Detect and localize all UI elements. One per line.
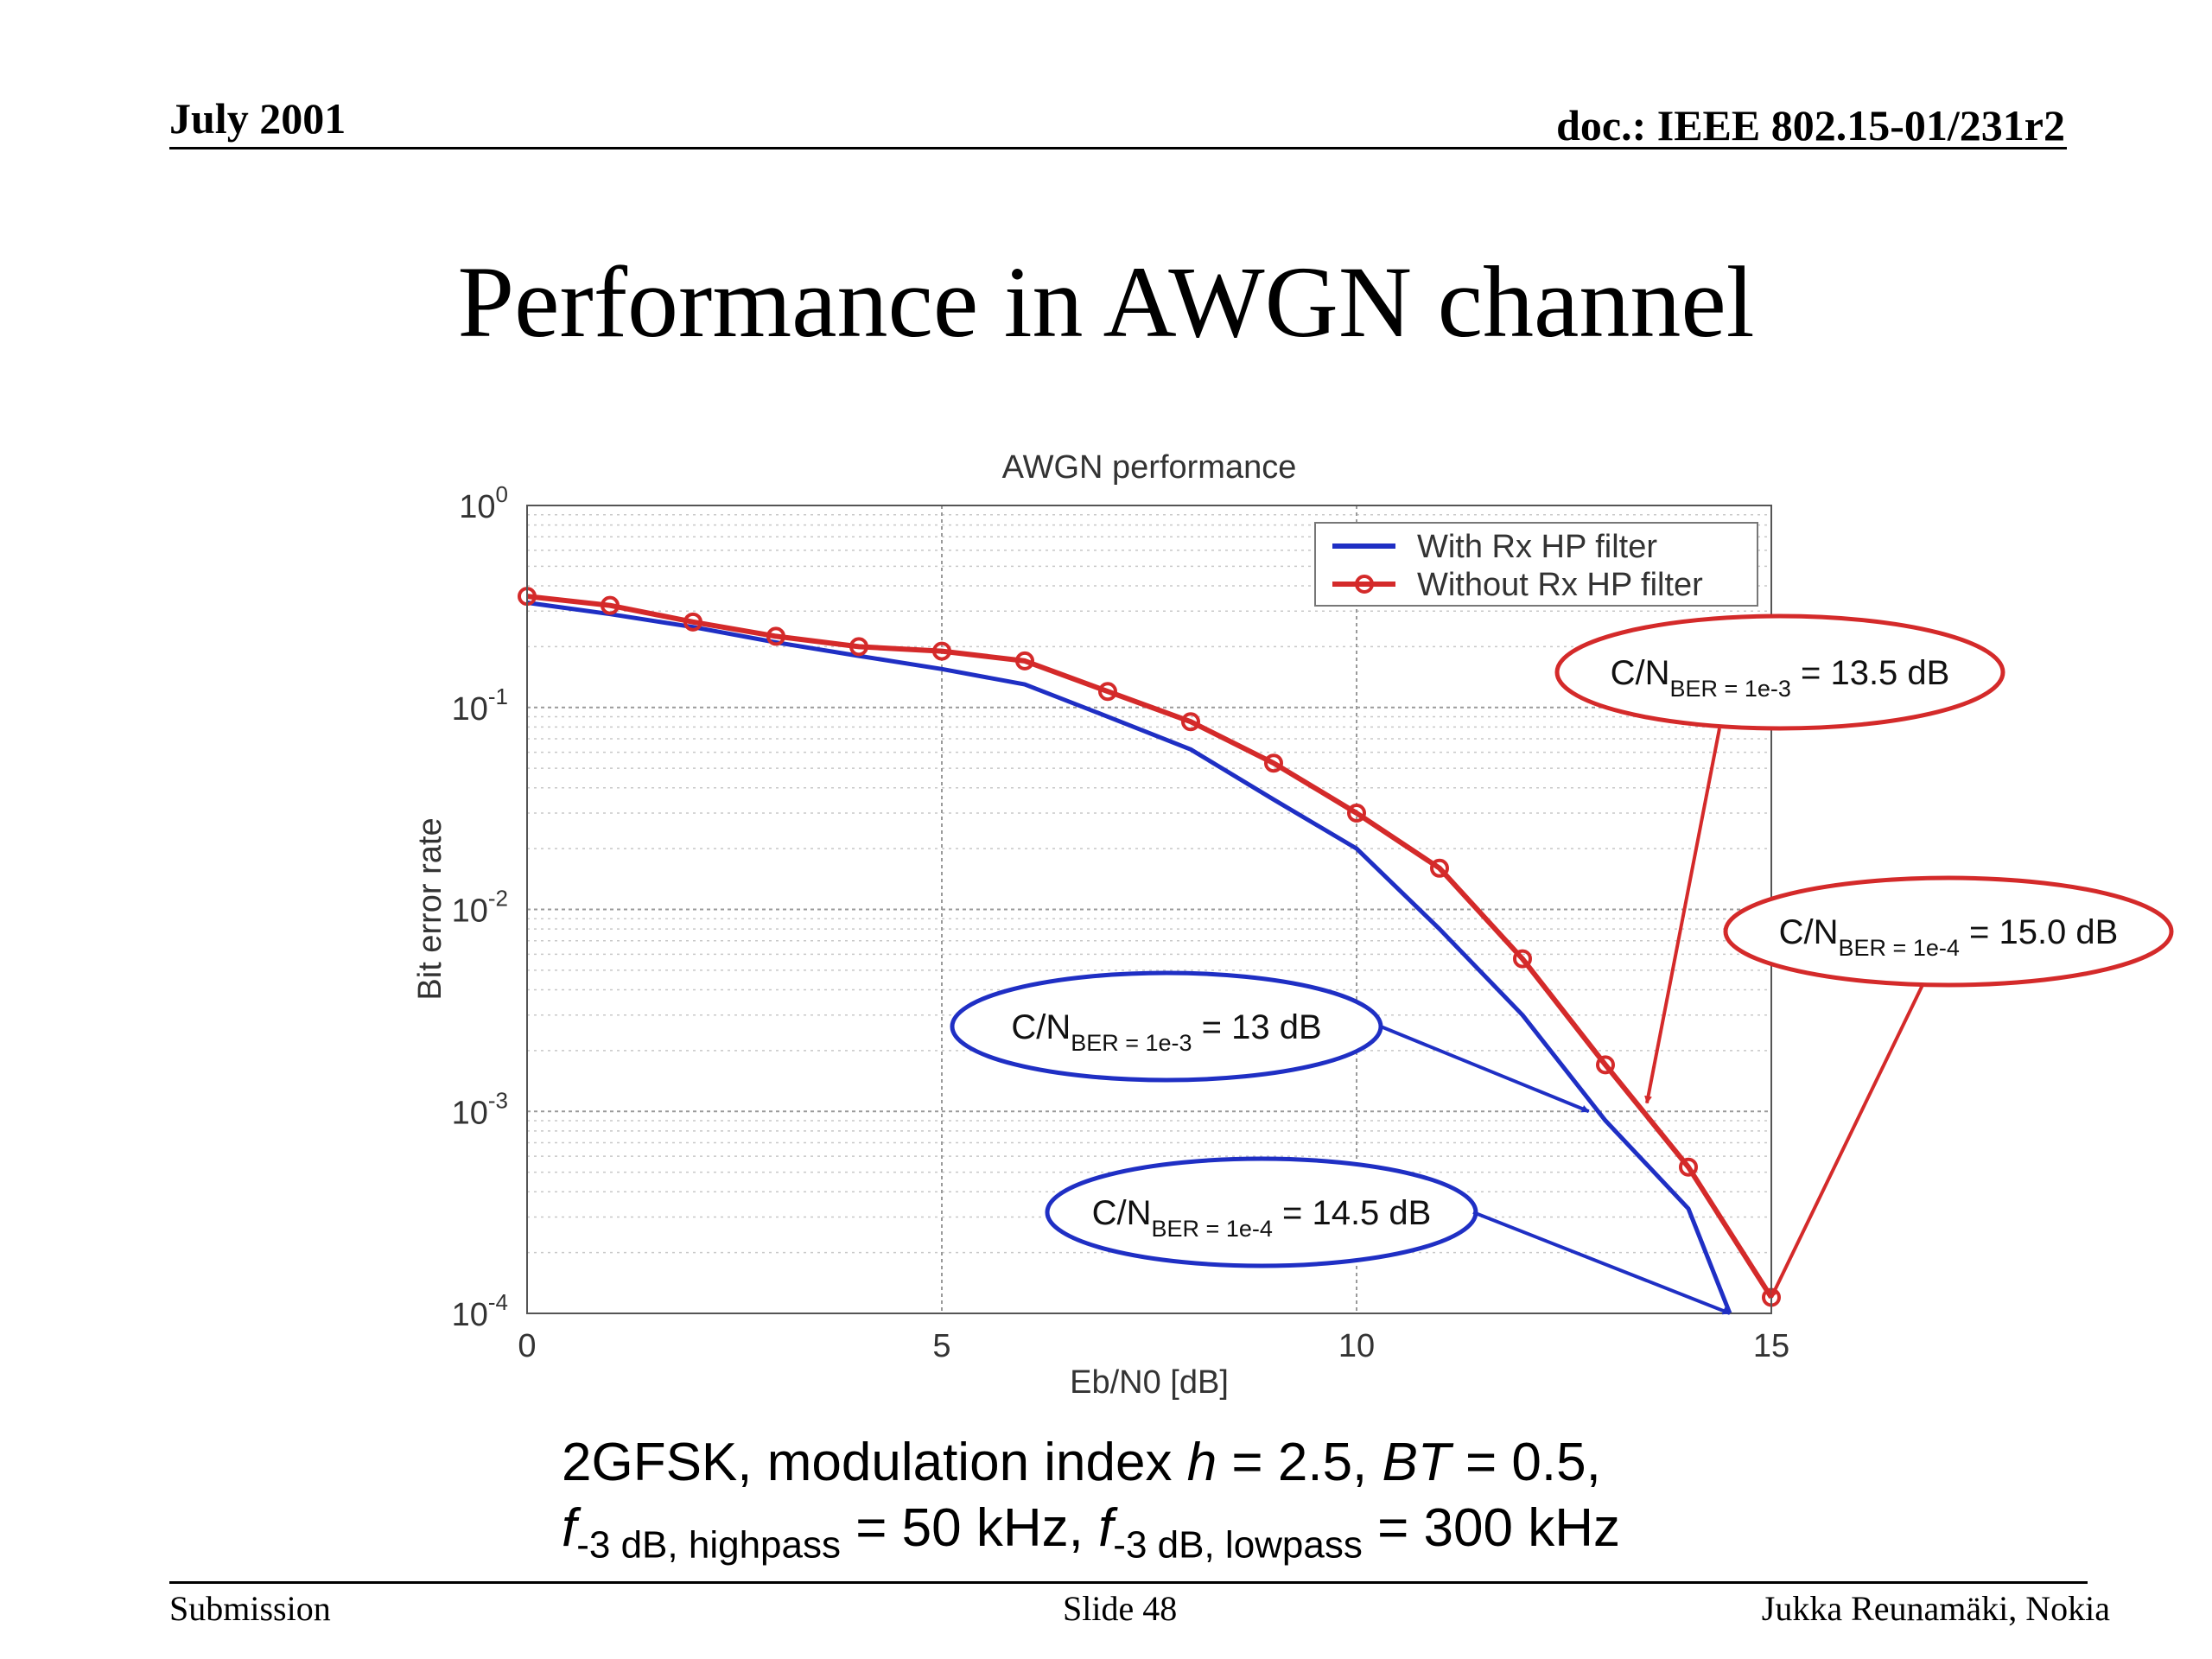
x-tick-label: 10 xyxy=(1338,1328,1375,1364)
y-tick-label: 10-3 xyxy=(452,1087,508,1131)
caption-h: h xyxy=(1186,1433,1217,1492)
data-point xyxy=(1015,651,1034,671)
footer-author: Jukka Reunamäki, Nokia xyxy=(1761,1589,2110,1628)
data-point xyxy=(683,612,702,632)
legend-box xyxy=(1314,522,1758,607)
caption-text-end: = 300 kHz xyxy=(1362,1497,1620,1558)
data-point xyxy=(1098,682,1117,702)
caption-text-mid: = 50 kHz, xyxy=(840,1497,1099,1558)
curves xyxy=(526,594,1774,1314)
data-point xyxy=(1513,949,1532,969)
caption-line-2: f-3 dB, highpass = 50 kHz, f-3 dB, lowpa… xyxy=(562,1496,1620,1568)
data-point xyxy=(766,626,785,646)
y-axis-label: Bit error rate xyxy=(412,817,448,1000)
header-rule xyxy=(169,147,2067,149)
chart-title: AWGN performance xyxy=(1002,449,1297,486)
tick-labels: 0 5 10 15 100 10-1 10-2 10-3 10-4 xyxy=(452,481,1790,1364)
annotations: C/NBER = 1e-3 = 13.5 dB C/NBER = 1e-4 = 1… xyxy=(950,613,2174,1315)
caption: 2GFSK, modulation index h = 2.5, BT = 0.… xyxy=(562,1430,1620,1568)
caption-line-1: 2GFSK, modulation index h = 2.5, BT = 0.… xyxy=(562,1430,1620,1496)
annotation-blue-1e4: C/NBER = 1e-4 = 14.5 dB xyxy=(1045,1156,1731,1315)
data-point xyxy=(1430,858,1449,878)
caption-sub1: -3 dB, highpass xyxy=(576,1523,841,1567)
annotation-red-1e4: C/NBER = 1e-4 = 15.0 dB xyxy=(1723,875,2174,1299)
legend-label-2: Without Rx HP filter xyxy=(1417,567,1703,603)
x-tick-label: 15 xyxy=(1753,1328,1789,1364)
data-point xyxy=(1347,803,1366,823)
legend-marker xyxy=(1355,575,1374,594)
annotation-arrow xyxy=(1472,1211,1731,1315)
slide-title: Performance in AWGN channel xyxy=(457,245,1755,359)
annotation-ellipse xyxy=(1723,875,2174,988)
series-line-2 xyxy=(526,594,1774,1300)
annotation-text: C/NBER = 1e-3 = 13.5 dB xyxy=(1611,654,1950,702)
legend-label-1: With Rx HP filter xyxy=(1417,529,1657,565)
footer-slide-number: Slide 48 xyxy=(1063,1589,1178,1628)
data-point xyxy=(1264,753,1283,773)
annotation-text: C/NBER = 1e-4 = 15.0 dB xyxy=(1779,913,2119,961)
annotation-ellipse xyxy=(1554,613,2005,731)
data-point xyxy=(932,641,951,661)
caption-bt: BT xyxy=(1382,1433,1451,1492)
annotation-arrow xyxy=(1380,1025,1590,1114)
caption-f1: f xyxy=(562,1497,577,1558)
footer-rule xyxy=(169,1581,2088,1584)
annotation-text: C/NBER = 1e-4 = 14.5 dB xyxy=(1092,1194,1432,1242)
annotation-blue-1e3: C/NBER = 1e-3 = 13 dB xyxy=(950,970,1590,1114)
data-point xyxy=(1596,1055,1615,1075)
y-tick-label: 100 xyxy=(459,481,508,525)
x-tick-label: 0 xyxy=(518,1328,536,1364)
x-axis-label: Eb/N0 [dB] xyxy=(1070,1364,1229,1401)
x-tick-label: 5 xyxy=(932,1328,950,1364)
annotation-text: C/NBER = 1e-3 = 13 dB xyxy=(1011,1008,1321,1056)
annotation-red-1e3: C/NBER = 1e-3 = 13.5 dB xyxy=(1554,613,2005,1104)
caption-text-c: = 0.5, xyxy=(1450,1433,1601,1492)
data-point xyxy=(1181,712,1200,732)
y-tick-label: 10-2 xyxy=(452,886,508,930)
data-point xyxy=(849,637,868,657)
data-point xyxy=(1679,1157,1698,1177)
caption-sub2: -3 dB, lowpass xyxy=(1113,1523,1363,1567)
header-date: July 2001 xyxy=(169,94,346,143)
annotation-arrow xyxy=(1770,984,1924,1299)
y-tick-label: 10-4 xyxy=(452,1289,508,1333)
markers xyxy=(518,587,1781,1307)
caption-f2: f xyxy=(1098,1497,1114,1558)
annotation-arrow xyxy=(1644,728,1721,1104)
y-tick-label: 10-1 xyxy=(452,683,508,728)
data-point xyxy=(601,595,620,615)
caption-text-b: = 2.5, xyxy=(1217,1433,1382,1492)
footer-left: Submission xyxy=(169,1589,331,1628)
series-line-1 xyxy=(526,601,1732,1314)
header-doc-id: doc.: IEEE 802.15-01/231r2 xyxy=(1556,101,2065,149)
caption-text-a: 2GFSK, modulation index xyxy=(562,1433,1187,1492)
